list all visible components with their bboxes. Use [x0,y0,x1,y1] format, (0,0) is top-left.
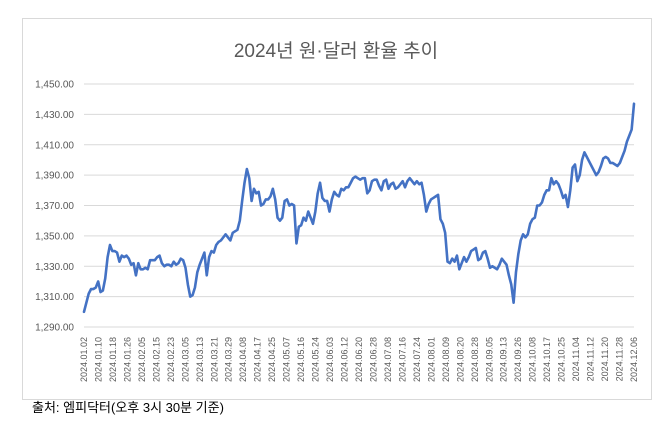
y-tick-label: 1,310.00 [35,292,74,303]
series-line [82,102,636,314]
x-tick-label: 2024.03.05 [180,337,190,382]
x-tick-label: 2024.03.13 [195,337,205,382]
x-tick-label: 2024.05.16 [296,337,306,382]
x-tick-label: 2024.08.01 [426,337,436,382]
x-tick-label: 2024.07.24 [412,337,422,382]
chart-frame [22,18,652,400]
x-tick-label: 2024.06.12 [340,337,350,382]
x-tick-label: 2024.01.10 [93,337,103,382]
x-tick-label: 2024.01.02 [79,337,89,382]
x-tick-label: 2024.06.28 [368,337,378,382]
y-axis-ticks: 1,290.00 1,310.00 1,330.00 1,350.00 1,370.00… [35,80,74,334]
x-tick-label: 2024.06.20 [354,337,364,382]
x-tick-label: 2024.12.06 [629,337,639,382]
x-tick-label: 2024.08.09 [441,337,451,382]
x-tick-label: 2024.09.26 [513,337,523,382]
x-tick-label: 2024.03.21 [209,337,219,382]
x-tick-label: 2024.02.05 [137,337,147,382]
x-tick-label: 2024.01.26 [122,337,132,382]
x-tick-label: 2024.08.20 [455,337,465,382]
x-tick-label: 2024.02.23 [166,337,176,382]
x-tick-label: 2024.11.28 [615,337,625,381]
gridlines [84,83,634,328]
x-tick-label: 2024.11.12 [586,337,596,381]
x-tick-label: 2024.03.29 [224,337,234,382]
x-tick-label: 2024.10.17 [542,337,552,382]
x-tick-label: 2024.08.28 [470,337,480,382]
y-tick-label: 1,390.00 [35,171,74,182]
x-tick-label: 2024.02.15 [151,337,161,382]
y-tick-label: 1,290.00 [35,323,74,334]
chart-title: 2024년 원·달러 환율 추이 [233,41,439,62]
x-tick-label: 2024.01.18 [108,337,118,382]
x-tick-label: 2024.07.16 [397,337,407,382]
y-tick-label: 1,370.00 [35,201,74,212]
source-note: 출처: 엠피닥터(오후 3시 30분 기준) [32,400,224,415]
x-tick-label: 2024.07.08 [383,337,393,382]
x-tick-label: 2024.05.24 [311,337,321,382]
y-tick-label: 1,410.00 [35,140,74,151]
x-tick-label: 2024.11.04 [571,337,581,381]
x-tick-label: 2024.09.13 [499,337,509,382]
x-tick-label: 2024.11.20 [600,337,610,381]
series-group [82,102,636,314]
x-tick-label: 2024.05.07 [282,337,292,382]
x-tick-label: 2024.04.25 [267,337,277,382]
x-tick-label: 2024.04.08 [238,337,248,382]
x-tick-label: 2024.10.25 [557,337,567,382]
y-tick-label: 1,350.00 [35,231,74,242]
x-tick-label: 2024.10.08 [528,337,538,382]
y-tick-label: 1,450.00 [35,80,74,91]
x-tick-label: 2024.06.03 [325,337,335,382]
x-tick-label: 2024.09.05 [484,337,494,382]
y-tick-label: 1,430.00 [35,110,74,121]
y-tick-label: 1,330.00 [35,262,74,273]
x-axis-ticks: 2024.01.02 2024.01.10 2024.01.18 2024.01.26… [79,337,639,382]
x-tick-label: 2024.04.17 [253,337,263,382]
